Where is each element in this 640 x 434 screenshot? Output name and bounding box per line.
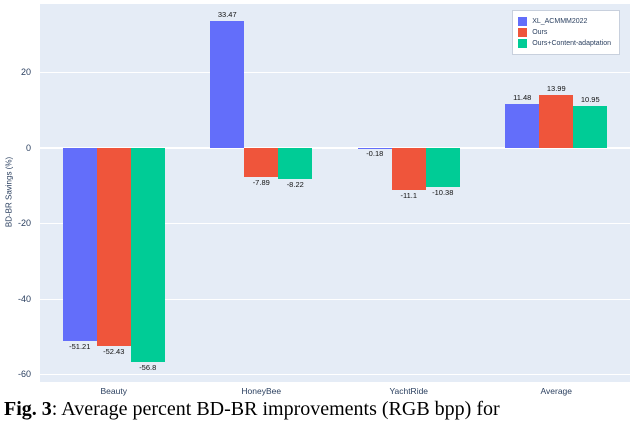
bar-Ours+Content-adaptation-Beauty [130,147,165,363]
legend-label: XL_ACMMM2022 [532,18,588,25]
bar-value-label: -7.89 [252,178,270,188]
legend-item: Ours+Content-adaptation [518,39,611,48]
bar-value-label: -0.18 [366,149,384,159]
bar-value-label: 13.99 [546,83,566,93]
y-tick-label: -40 [17,293,31,304]
bar-Ours+Content-adaptation-Average [573,106,608,148]
zero-line [40,146,630,149]
gridline [40,374,630,376]
bar-value-label: 11.48 [513,93,532,103]
x-axis: Beauty HoneyBee YachtRide Average [0,386,640,398]
bar-XL_ACMMM2022-YachtRide [357,147,392,149]
x-tick-label-HoneyBee: HoneyBee [241,386,282,396]
bar-value-label: -10.38 [432,187,454,197]
caption-label: Fig. 3 [4,398,52,420]
bar-value-label: -8.22 [286,179,304,189]
y-tick-label: 20 [20,67,31,78]
bar-value-label: -51.21 [69,342,91,352]
gridline [40,223,630,225]
y-tick-label: 0 [25,142,31,153]
legend-label: Ours+Content-adaptation [532,40,611,47]
bar-XL_ACMMM2022-Average [505,104,540,148]
x-tick-label-YachtRide: YachtRide [389,386,429,396]
bar-Ours+Content-adaptation-YachtRide [425,147,460,187]
gridline [40,72,630,74]
legend: XL_ACMMM2022 Ours Ours+Content-adaptation [512,10,620,55]
bar-chart: BD-BR Savings (%) 20 0 -20 -40 -60 XL_ACMMM2… [0,4,640,398]
bar-Ours-Average [539,94,574,148]
x-tick-label-Average: Average [540,386,573,396]
legend-item: Ours [518,28,611,37]
bar-value-label: 10.95 [580,95,600,105]
bar-value-label: 33.47 [217,10,237,20]
figure-caption: Fig. 3: Average percent BD-BR improvemen… [4,398,636,434]
caption-text: : Average percent BD-BR improvements (RG… [51,398,500,420]
bar-value-label: -11.1 [400,190,418,200]
legend-swatch [518,28,528,37]
legend-swatch [518,39,528,48]
y-tick-label: -60 [17,369,31,380]
legend-label: Ours [532,29,548,36]
legend-swatch [518,17,528,26]
plot-area: XL_ACMMM2022 Ours Ours+Content-adaptation … [40,4,630,382]
legend-item: XL_ACMMM2022 [518,17,611,26]
bar-value-label: -52.43 [103,346,125,356]
x-tick-label-Beauty: Beauty [100,386,127,396]
y-axis: 20 0 -20 -40 -60 [0,4,36,382]
bar-XL_ACMMM2022-HoneyBee [210,21,245,148]
gridline [40,298,630,300]
y-tick-label: -20 [17,218,31,229]
bar-Ours-YachtRide [391,147,426,190]
bar-XL_ACMMM2022-Beauty [62,147,97,342]
bar-Ours-Beauty [96,147,131,346]
bar-Ours+Content-adaptation-HoneyBee [278,147,313,179]
bar-value-label: -56.8 [139,363,157,373]
bar-Ours-HoneyBee [244,147,279,178]
